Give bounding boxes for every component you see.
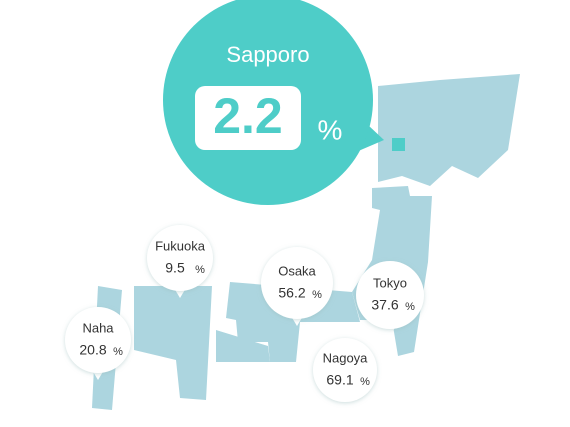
callout-city: Nagoya: [323, 350, 369, 365]
shikoku: [216, 330, 270, 362]
callout-circle: [313, 338, 377, 402]
kyushu: [134, 286, 212, 400]
hokkaido: [378, 74, 520, 186]
callout-value: 20.8: [79, 342, 106, 358]
headline-bubble: Sapporo 2.2 %: [163, 0, 384, 205]
callout-city: Fukuoka: [155, 238, 206, 253]
callout-unit: %: [113, 346, 123, 358]
callout-circle: [147, 225, 213, 291]
callout-city: Osaka: [278, 263, 316, 278]
callout-value: 69.1: [326, 372, 353, 388]
callout-city: Tokyo: [373, 275, 407, 290]
callout: Osaka 56.2%: [261, 247, 333, 326]
headline-value: 2.2: [213, 88, 283, 144]
callout-circle: [261, 247, 333, 319]
callout-unit: %: [405, 301, 415, 313]
value-box: [195, 86, 301, 150]
callout-value: 9.5: [165, 260, 185, 276]
callout-city: Naha: [82, 320, 114, 335]
callouts: Fukuoka 9.5% Osaka 56.2 % Tokyo 37.6 % Naha 20.8%…: [65, 225, 424, 409]
headline-city: Sapporo: [226, 42, 309, 67]
callout-circle: [65, 307, 131, 373]
callout-value: 56.2: [278, 285, 305, 301]
callout: Nagoya 69.1%: [313, 338, 377, 409]
callout: Fukuoka 9.5%: [147, 225, 213, 298]
callout-unit: %: [360, 376, 370, 388]
callout-unit: %: [195, 264, 205, 276]
callout: Tokyo 37.6%: [356, 261, 424, 336]
headline-unit: %: [318, 114, 343, 145]
callout-value: 37.6: [371, 297, 398, 313]
callout: Naha 20.8%: [65, 307, 131, 380]
callout-circle: [356, 261, 424, 329]
callout-unit: %: [312, 289, 322, 301]
sapporo-marker: [392, 138, 405, 151]
